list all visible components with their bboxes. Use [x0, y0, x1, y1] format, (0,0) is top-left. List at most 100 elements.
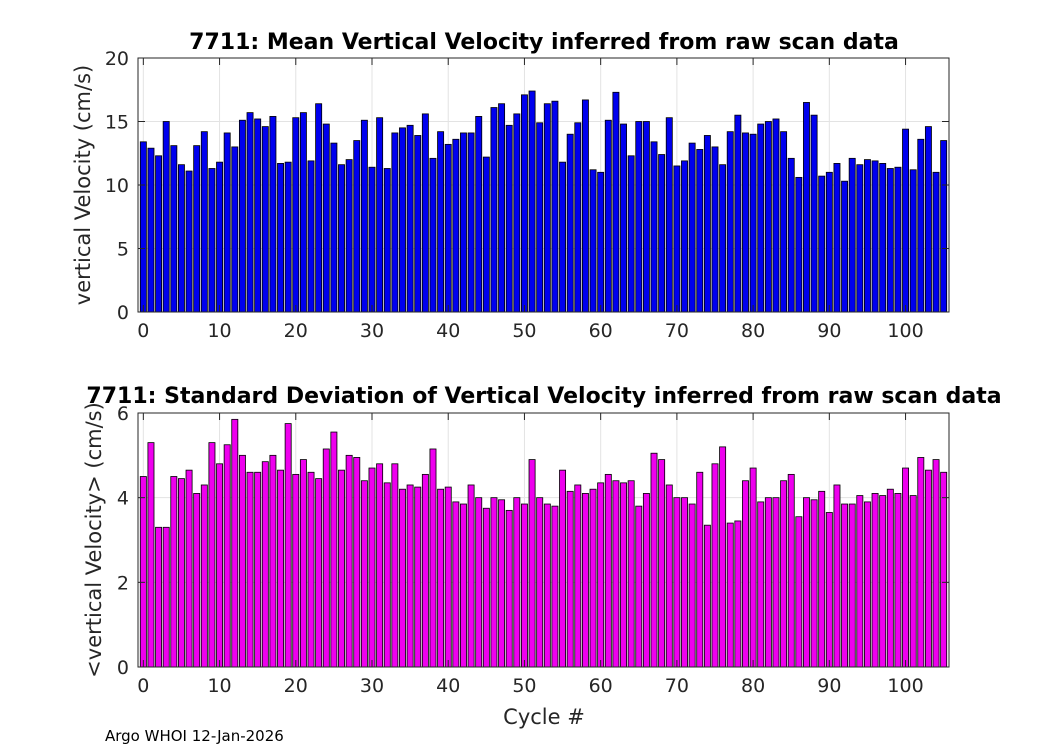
bar: [277, 163, 284, 313]
bar: [421, 113, 429, 313]
bar: [581, 493, 589, 668]
bar: [734, 114, 742, 313]
x-tick-label: 80: [741, 675, 765, 697]
axes-box-std: [137, 412, 950, 668]
bar: [650, 141, 658, 313]
bar: [231, 146, 239, 313]
bar: [383, 482, 391, 668]
bar: [612, 91, 620, 313]
bar: [848, 157, 856, 313]
bar: [360, 119, 368, 313]
bar: [208, 168, 216, 313]
bar: [871, 160, 879, 313]
bar: [932, 171, 940, 313]
bar: [818, 490, 826, 668]
y-tick-label: 20: [105, 48, 129, 70]
bar: [490, 107, 498, 313]
bars-std: [139, 418, 948, 668]
x-tick-label: 60: [589, 675, 613, 697]
bar: [345, 159, 353, 313]
bar: [444, 486, 452, 668]
bar: [787, 473, 795, 668]
bar: [200, 131, 208, 313]
bar: [338, 164, 345, 313]
bar: [261, 126, 269, 313]
bar: [665, 117, 673, 313]
bar: [566, 490, 574, 668]
bar: [711, 146, 719, 313]
y-axis-label-mean: vertical Velocity (cm/s): [71, 65, 95, 305]
bar: [604, 473, 612, 668]
bar: [414, 486, 422, 668]
bar: [200, 484, 208, 668]
bar: [543, 503, 551, 668]
bar: [391, 463, 399, 668]
bar: [932, 459, 940, 668]
bar: [231, 418, 239, 668]
bar: [818, 175, 826, 313]
bar: [681, 497, 688, 668]
bar: [894, 493, 902, 668]
bar: [581, 99, 589, 313]
bar: [208, 442, 216, 668]
bar: [482, 156, 490, 313]
chart-mean-velocity: 7711: Mean Vertical Velocity inferred fr…: [71, 30, 950, 342]
bar: [399, 127, 406, 313]
bar: [467, 484, 475, 668]
bar: [238, 119, 246, 313]
bar: [810, 114, 818, 313]
bar: [269, 454, 277, 668]
x-tick-label: 30: [360, 320, 384, 342]
chart-title-std: 7711: Standard Deviation of Vertical Vel…: [86, 384, 1001, 409]
bar: [277, 469, 284, 668]
bar: [688, 142, 696, 313]
x-tick-label: 50: [512, 675, 536, 697]
bar: [299, 459, 307, 668]
bar: [528, 459, 536, 668]
bar: [726, 131, 734, 313]
x-tick-label: 40: [436, 675, 460, 697]
bar: [498, 499, 506, 668]
bar: [612, 480, 620, 668]
bar: [917, 457, 925, 668]
bar: [429, 448, 437, 668]
bar: [780, 131, 788, 313]
bar: [841, 180, 849, 313]
bar: [627, 480, 635, 668]
y-tick-label: 10: [105, 175, 129, 197]
bar: [825, 171, 833, 313]
bar: [505, 124, 513, 313]
bar: [848, 503, 856, 668]
bar: [246, 112, 254, 313]
bar: [688, 503, 696, 668]
bar: [795, 176, 803, 313]
bar: [764, 121, 772, 313]
bar: [650, 452, 658, 668]
bar: [521, 503, 528, 668]
bar: [383, 168, 391, 313]
bar: [924, 469, 932, 668]
bar: [193, 145, 201, 313]
bar: [696, 149, 704, 313]
bar: [597, 482, 605, 668]
bar: [841, 503, 849, 668]
bar: [780, 480, 788, 668]
x-tick-label: 20: [284, 675, 308, 697]
bar: [513, 113, 521, 313]
bar: [162, 121, 170, 313]
bar: [551, 100, 559, 313]
bar: [604, 119, 612, 313]
bar: [543, 103, 551, 313]
bar: [536, 497, 544, 668]
bar: [345, 454, 353, 668]
bar: [360, 480, 368, 668]
bar: [902, 128, 909, 313]
bar: [284, 161, 292, 313]
bar: [536, 122, 544, 313]
x-axis-label-std: Cycle #: [503, 705, 585, 729]
bar: [559, 469, 567, 668]
bar: [223, 444, 231, 668]
bar: [642, 493, 650, 668]
bar: [734, 520, 742, 668]
